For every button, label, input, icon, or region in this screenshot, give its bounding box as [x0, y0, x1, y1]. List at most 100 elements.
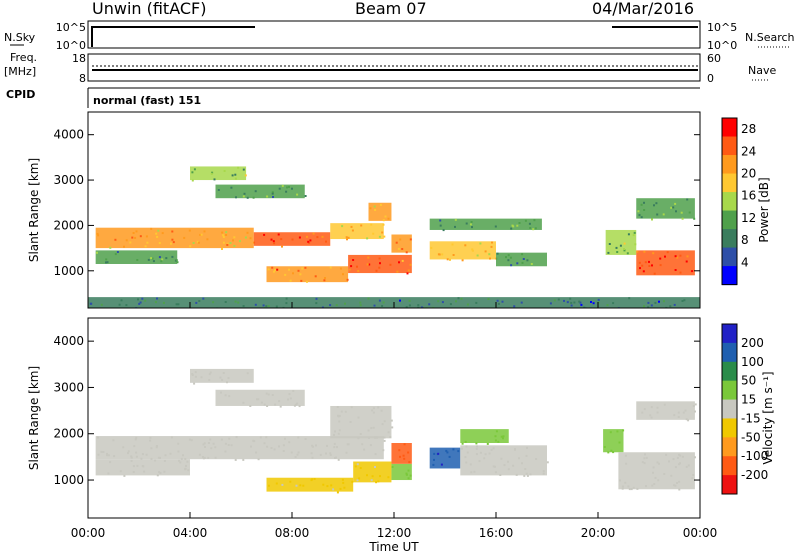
velocity-echo-region	[215, 389, 305, 408]
velocity-ytick-label: 3000	[53, 380, 84, 394]
power-frame	[87, 111, 701, 309]
nave-tick-high: 60	[707, 52, 721, 65]
power-colorbar-frame	[721, 117, 738, 286]
power-echo-region	[330, 223, 386, 241]
velocity-colorbar-tick: -15	[741, 411, 761, 425]
power-colorbar-swatch	[722, 229, 737, 249]
nsky-panel	[87, 20, 701, 49]
velocity-ytick-label: 2000	[53, 427, 84, 441]
x-axis-label: Time UT	[368, 540, 419, 554]
power-colorbar-tick: 4	[741, 255, 749, 269]
power-colorbar-label: Power [dB]	[757, 177, 771, 242]
velocity-ylabel: Slant Range [km]	[27, 366, 41, 470]
velocity-echo-region	[460, 445, 549, 477]
velocity-colorbar-tick: -100	[741, 449, 768, 463]
velocity-echo-region	[391, 443, 412, 464]
velocity-colorbar-swatch	[722, 475, 737, 495]
velocity-colorbar-swatch	[722, 380, 737, 401]
velocity-echo-region	[460, 429, 509, 445]
velocity-echo-region	[603, 429, 625, 454]
freq-panel	[87, 53, 701, 82]
nave-tick-low: 0	[707, 72, 714, 85]
power-ytick-label: 1000	[53, 264, 84, 278]
power-echo-region	[348, 254, 412, 275]
date-title: 04/Mar/2016	[592, 0, 694, 18]
velocity-echo-region	[391, 463, 412, 481]
velocity-frame	[87, 317, 701, 519]
power-colorbar-swatch	[722, 247, 737, 267]
power-colorbar-swatch	[722, 192, 737, 212]
power-colorbar-swatch	[722, 118, 737, 138]
power-colorbar-tick: 8	[741, 233, 749, 247]
velocity-echo-region	[353, 461, 392, 484]
power-echo-region	[429, 218, 542, 232]
velocity-heatmap	[95, 368, 697, 494]
power-echo-region	[391, 234, 412, 254]
velocity-colorbar-frame	[721, 323, 738, 495]
power-echo-region	[636, 198, 696, 221]
power-echo-region	[253, 232, 331, 248]
beam-title: Beam 07	[355, 0, 427, 18]
power-echo-region	[368, 202, 392, 222]
power-echo-region	[266, 266, 349, 283]
velocity-colorbar-tick: 100	[741, 355, 764, 369]
velocity-colorbar-tick: 15	[741, 393, 756, 407]
xtick-label: 16:00	[479, 526, 514, 540]
xtick-label: 00:00	[683, 526, 718, 540]
velocity-echo-region	[429, 447, 461, 469]
velocity-echo-region	[618, 452, 696, 491]
velocity-colorbar-swatch	[722, 437, 737, 457]
power-colorbar-tick: 16	[741, 189, 756, 203]
nsky-label: N.Sky	[4, 31, 36, 44]
xtick-label: 12:00	[377, 526, 412, 540]
velocity-echo-region	[266, 477, 354, 494]
power-colorbar-swatch	[722, 210, 737, 230]
cpid-label: CPID	[6, 88, 35, 101]
radar-title: Unwin (fitACF)	[92, 0, 206, 18]
velocity-colorbar-tick: -200	[741, 468, 768, 482]
velocity-colorbar-swatch	[722, 418, 737, 438]
xtick-label: 20:00	[581, 526, 616, 540]
power-colorbar-tick: 20	[741, 167, 756, 181]
velocity-colorbar-tick: -50	[741, 430, 761, 444]
xtick-label: 00:00	[71, 526, 106, 540]
velocity-echo-region	[330, 405, 394, 440]
freq-label: Freq.	[10, 51, 37, 64]
power-ytick-label: 4000	[53, 128, 84, 142]
nsky-tick-low: 10^0	[56, 39, 86, 52]
power-echo-region	[429, 241, 498, 262]
power-echo-region	[496, 252, 547, 267]
power-colorbar-swatch	[722, 155, 737, 175]
nsearch-tick-high: 10^5	[707, 21, 737, 34]
cpid-value: normal (fast) 151	[93, 94, 201, 107]
velocity-colorbar-swatch	[722, 342, 737, 363]
power-colorbar-swatch	[722, 173, 737, 193]
power-ytick-label: 3000	[53, 173, 84, 187]
nave-label: Nave	[748, 64, 776, 77]
power-heatmap	[88, 166, 700, 308]
freq-unit: [MHz]	[4, 65, 36, 78]
velocity-colorbar-tick: 50	[741, 374, 756, 388]
freq-tick-low: 8	[79, 72, 86, 85]
velocity-colorbar-swatch	[722, 361, 737, 382]
power-ytick-label: 2000	[53, 218, 84, 232]
power-echo-region	[190, 166, 247, 182]
nsearch-tick-low: 10^0	[707, 39, 737, 52]
power-echo-region	[95, 227, 256, 250]
freq-tick-high: 18	[72, 52, 86, 65]
velocity-ytick-label: 4000	[53, 334, 84, 348]
power-colorbar-swatch	[722, 266, 737, 286]
power-colorbar-tick: 28	[741, 122, 756, 136]
power-echo-region	[215, 184, 307, 199]
power-echo-region	[95, 250, 179, 264]
velocity-colorbar-label: Velocity [m s⁻¹]	[761, 371, 775, 464]
nsky-tick-high: 10^5	[56, 21, 86, 34]
velocity-colorbar-swatch	[722, 456, 737, 476]
power-colorbar-tick: 24	[741, 144, 756, 158]
xtick-label: 08:00	[275, 526, 310, 540]
velocity-colorbar-swatch	[722, 399, 737, 419]
power-colorbar-swatch	[722, 136, 737, 156]
power-ylabel: Slant Range [km]	[27, 158, 41, 262]
power-echo-region	[636, 250, 695, 276]
